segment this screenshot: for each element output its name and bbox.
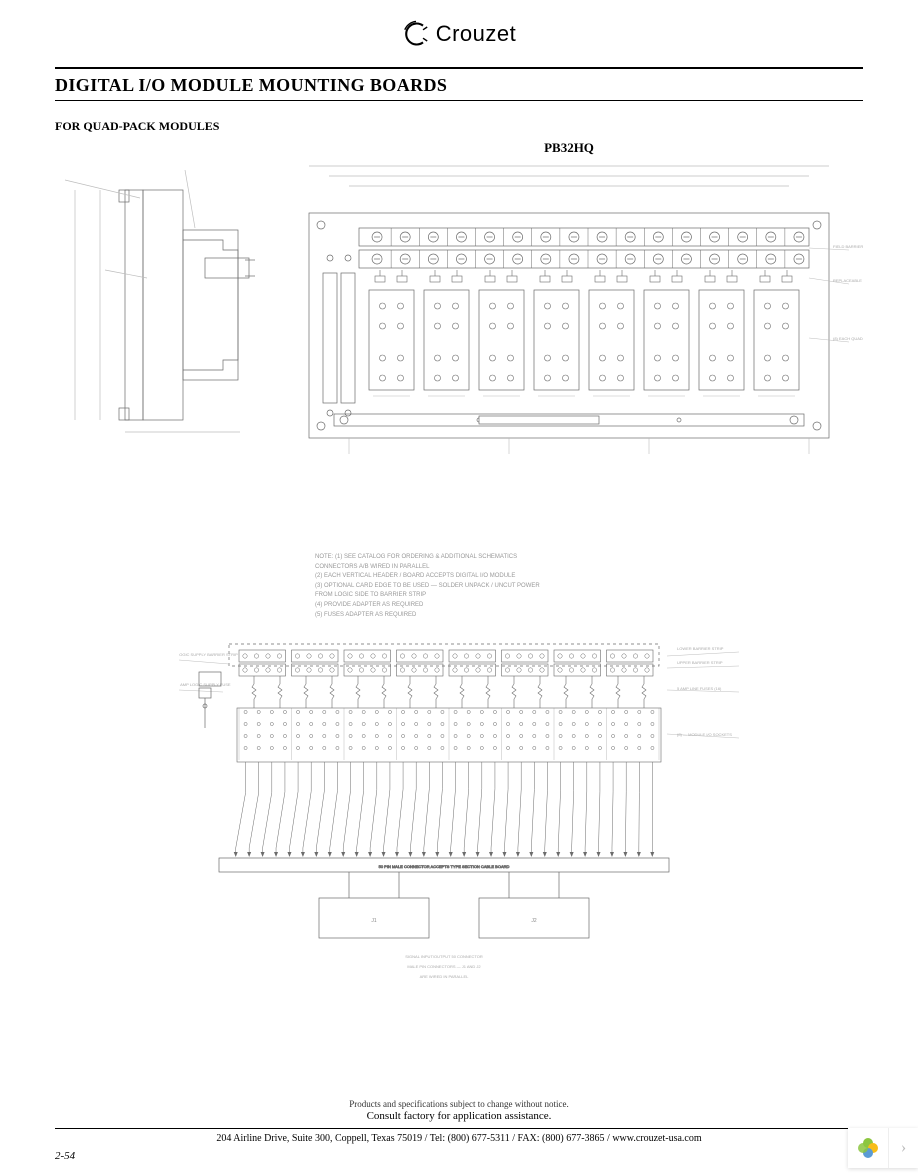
svg-text:UPPER BARRIER STRIP: UPPER BARRIER STRIP (677, 660, 723, 665)
note-line: (5) FUSES ADAPTER AS REQUIRED (315, 611, 863, 621)
footer-address: 204 Airline Drive, Suite 300, Coppell, T… (55, 1133, 863, 1144)
footer-note-1: Products and specifications subject to c… (55, 1099, 863, 1109)
brand-logo-icon (402, 20, 430, 48)
side-view-diagram (55, 140, 265, 440)
svg-text:(8) — MODULE I/O SOCKETS: (8) — MODULE I/O SOCKETS (677, 732, 732, 737)
note-line: (2) EACH VERTICAL HEADER / BOARD ACCEPTS… (315, 572, 863, 582)
svg-text:ARE WIRED IN PARALLEL: ARE WIRED IN PARALLEL (420, 974, 470, 979)
svg-text:FIELD BARRIER STRIP SEE NOTE (: FIELD BARRIER STRIP SEE NOTE (4) (833, 244, 863, 249)
schematic-diagram: 50 PIN MALE CONNECTOR ACCEPTS TYPE SECTI… (179, 638, 739, 1003)
note-line: (3) OPTIONAL CARD EDGE TO BE USED — SOLD… (315, 582, 863, 592)
note-line: FROM LOGIC SIDE TO BARRIER STRIP (315, 591, 863, 601)
title-bar: DIGITAL I/O MODULE MOUNTING BOARDS (55, 67, 863, 101)
note-line: CONNECTORS A/B WIRED IN PARALLEL (315, 563, 863, 573)
svg-text:(8) EACH QUAD-PACKMODULE I/O S: (8) EACH QUAD-PACKMODULE I/O SOCKETS SEE… (833, 336, 863, 341)
front-view-diagram: PB32HQ (275, 140, 863, 463)
section-subhead: FOR QUAD-PACK MODULES (55, 119, 863, 134)
svg-text:5 AMP LINE FUSES (16): 5 AMP LINE FUSES (16) (677, 686, 722, 691)
chevron-right-icon: › (901, 1139, 906, 1157)
footer-note-2: Consult factory for application assistan… (55, 1110, 863, 1122)
page-footer: Products and specifications subject to c… (0, 1099, 918, 1144)
widget-logo-icon[interactable] (848, 1128, 888, 1168)
note-line: (4) PROVIDE ADAPTER AS REQUIRED (315, 601, 863, 611)
notes-block: NOTE: (1) SEE CATALOG FOR ORDERING & ADD… (315, 553, 863, 620)
svg-text:50 PIN MALE CONNECTOR ACCEPTS: 50 PIN MALE CONNECTOR ACCEPTS TYPE SECTI… (379, 864, 510, 869)
widget-next-button[interactable]: › (888, 1128, 918, 1168)
brand-header: Crouzet (55, 20, 863, 53)
viewer-widget: › (848, 1128, 918, 1168)
svg-text:LOGIC SUPPLY BARRIER STRIP: LOGIC SUPPLY BARRIER STRIP (179, 652, 238, 657)
svg-text:MALE PIN CONNECTORS — J1 AND J: MALE PIN CONNECTORS — J1 AND J2 (407, 964, 481, 969)
svg-text:REPLACEABLE FUSE — USE ORDCO5: REPLACEABLE FUSE — USE ORDCO5 SEE NOTE (… (833, 278, 863, 283)
page-title: DIGITAL I/O MODULE MOUNTING BOARDS (55, 75, 863, 96)
svg-text:J1: J1 (371, 918, 377, 924)
brand-name: Crouzet (436, 21, 517, 47)
svg-text:LOWER BARRIER STRIP: LOWER BARRIER STRIP (677, 646, 724, 651)
svg-text:J2: J2 (531, 918, 537, 924)
model-label: PB32HQ (275, 140, 863, 156)
note-line: NOTE: (1) SEE CATALOG FOR ORDERING & ADD… (315, 553, 863, 563)
svg-text:SIGNAL INPUT/OUTPUT 50 CONNECT: SIGNAL INPUT/OUTPUT 50 CONNECTOR (405, 954, 483, 959)
page-number: 2-54 (55, 1150, 75, 1162)
